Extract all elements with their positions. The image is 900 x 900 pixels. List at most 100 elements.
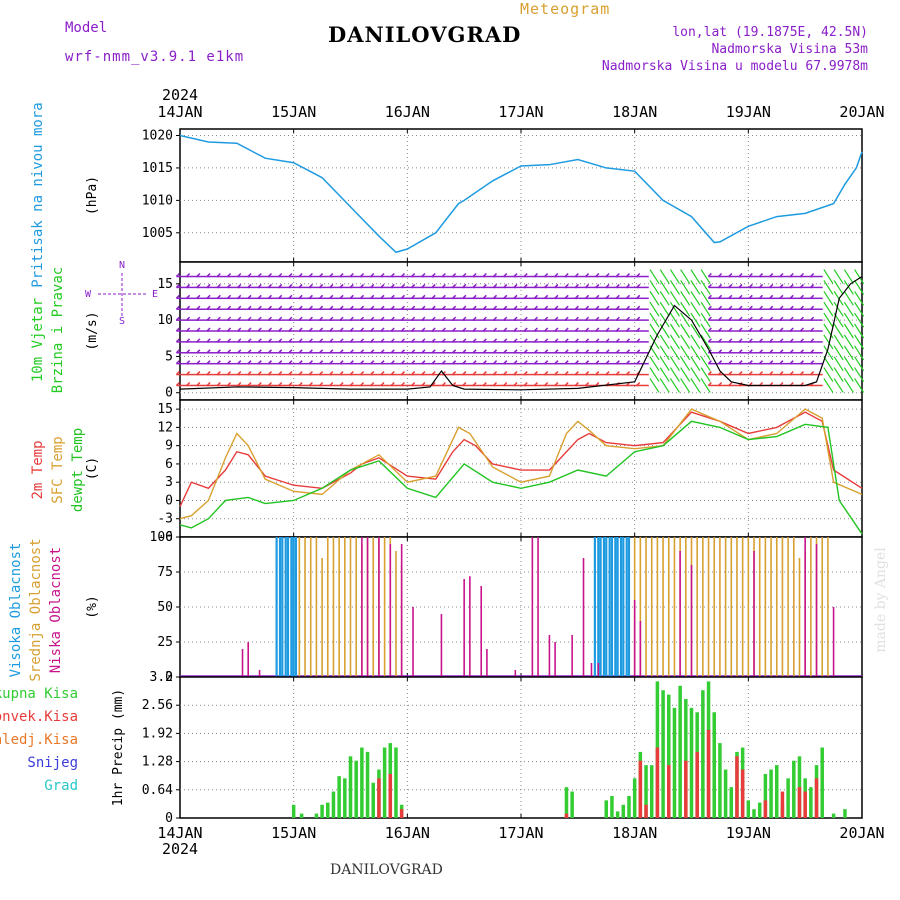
wind-barb [779, 371, 784, 376]
wind-barb [615, 349, 620, 354]
wind-barb [585, 371, 590, 376]
wind-barb [298, 327, 303, 332]
wind-barb [186, 327, 191, 332]
wind-barb [523, 327, 528, 332]
wind-barb [257, 316, 262, 321]
wind-barb [669, 367, 680, 382]
wind-barb [615, 305, 620, 310]
cloud-series-label: Niska Oblacnost [48, 547, 64, 673]
precip-total-bar [291, 804, 296, 818]
wind-barb [308, 371, 313, 376]
wind-barb [605, 360, 610, 365]
wind-barb [854, 378, 865, 393]
y-tick-label: 3.2 [150, 670, 173, 685]
wind-barb [339, 316, 344, 321]
wind-barb [738, 316, 743, 321]
precip-total-bar [570, 791, 574, 818]
wind-barb [493, 294, 498, 299]
wind-barb [718, 327, 723, 332]
wind-barb [175, 381, 180, 387]
wind-barb [267, 360, 273, 365]
wind-barb [421, 338, 426, 343]
wind-barb [718, 283, 723, 288]
wind-barb [196, 305, 201, 310]
wind-barb [523, 316, 528, 321]
wind-barb [669, 356, 680, 372]
wind-barb [431, 272, 436, 278]
wind-barb [237, 316, 242, 321]
y-tick-label: -6 [157, 530, 173, 545]
wind-barb [482, 294, 487, 299]
wind-barb [605, 327, 610, 332]
wind-barb [680, 312, 691, 328]
wind-barb [544, 381, 549, 387]
wind-barb [595, 294, 600, 299]
wind-barb [718, 360, 723, 365]
y-tick-label: 0 [165, 386, 173, 401]
x-tick-label-bottom: 20JAN [839, 824, 884, 842]
wind-barb [206, 349, 211, 354]
wind-barb [574, 283, 579, 288]
wind-barb [237, 381, 242, 387]
wind-barb [779, 360, 784, 365]
compass-e: E [152, 289, 158, 300]
wind-barb [574, 338, 579, 343]
precip-conv-bar [377, 778, 381, 818]
wind-barb [843, 367, 854, 382]
wind-barb [789, 305, 794, 310]
wind-barb [349, 305, 354, 310]
wind-barb [431, 360, 436, 365]
footer-station: DANILOVGRAD [330, 862, 443, 878]
model-name: wrf-nmm_v3.9.1 e1km [65, 49, 245, 65]
wind-barb [690, 269, 701, 284]
y-tick-label: 100 [150, 530, 173, 545]
wind-barb [196, 338, 201, 343]
wind-barb [843, 280, 854, 295]
wind-barb [452, 338, 457, 343]
wind-barb [636, 349, 641, 354]
wind-barb [779, 338, 784, 343]
y-axis-unit: 1hr Precip (mm) [111, 689, 126, 806]
wind-barb [574, 305, 579, 310]
wind-barb [349, 371, 354, 376]
wind-barb [400, 338, 406, 343]
wind-barb [690, 356, 701, 372]
wind-barb [247, 283, 252, 288]
wind-barb [441, 371, 446, 376]
wind-barb [728, 283, 733, 288]
wind-barb [533, 327, 538, 332]
y-tick-label: 1010 [142, 193, 173, 208]
wind-barb [738, 349, 743, 354]
wind-barb [554, 272, 559, 278]
wind-barb [833, 301, 844, 317]
wind-barb [319, 283, 324, 288]
sfc-temp-line [179, 408, 863, 520]
wind-barb [400, 371, 406, 376]
wind-barb [360, 381, 365, 387]
wind-barb [288, 338, 293, 343]
wind-barb [472, 305, 477, 310]
wind-barb [659, 378, 670, 393]
wind-barb [257, 381, 262, 387]
wind-barb [482, 283, 487, 288]
wind-barb [625, 305, 631, 310]
wind-barb [462, 338, 467, 343]
wind-barb [319, 272, 324, 278]
wind-barb [288, 316, 293, 321]
precip-total-bar [718, 743, 722, 818]
wind-barb [370, 381, 375, 387]
wind-barb [278, 349, 283, 354]
wind-barb [615, 338, 620, 343]
precip-conv-bar [667, 765, 671, 818]
wind-barb [748, 371, 753, 376]
wind-barb [669, 280, 680, 295]
precip-total-bar [831, 813, 836, 818]
precip-conv-bar [695, 751, 699, 818]
wind-barb [421, 316, 426, 321]
wind-barb [186, 305, 191, 310]
wind-barb [843, 312, 854, 328]
wind-barb [799, 360, 804, 365]
wind-barb [728, 305, 733, 310]
wind-barb [216, 305, 221, 310]
wind-barb [298, 283, 303, 288]
